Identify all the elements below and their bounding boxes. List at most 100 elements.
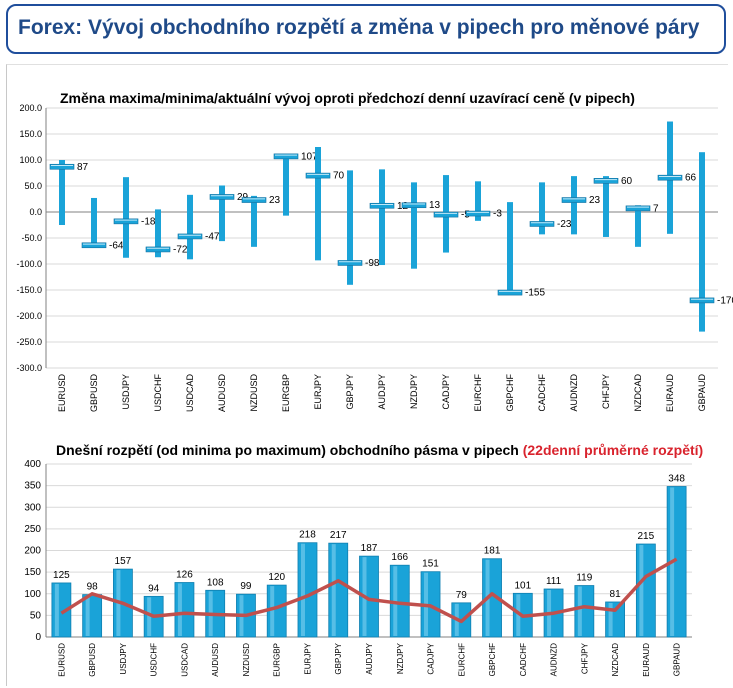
chart2-bar-highlight: [54, 583, 59, 636]
chart2-data-label: 157: [115, 556, 132, 567]
chart1-current-marker: [209, 194, 235, 200]
chart1-x-label: NZDCAD: [633, 374, 643, 412]
chart2-x-label: NZDJPY: [396, 642, 405, 674]
chart2-bar: [635, 543, 656, 638]
chart2-bar-highlight: [300, 543, 305, 636]
chart1-current-marker: [145, 246, 171, 253]
chart1-x-label: GBPUSD: [89, 374, 99, 413]
chart2-x-label: CHFJPY: [580, 642, 589, 674]
chart1-data-label: 87: [77, 162, 89, 173]
chart2-x-label: GBPJPY: [334, 642, 343, 674]
chart2-data-label: 126: [176, 570, 193, 581]
chart2-x-label: EURJPY: [303, 642, 312, 674]
chart1-x-label: AUDUSD: [217, 374, 227, 413]
chart1-current-marker: [241, 197, 267, 203]
chart1-current-marker: [529, 221, 555, 227]
chart1-data-label: -72: [173, 244, 188, 255]
chart1-x-label: EURJPY: [313, 374, 323, 410]
chart1-x-label: GBPJPY: [345, 374, 355, 410]
chart2-x-label: GBPUSD: [88, 643, 97, 677]
chart2-bar: [82, 594, 103, 638]
header-box: Forex: Vývoj obchodního rozpětí a změna …: [6, 4, 726, 54]
chart2-data-label: 215: [638, 531, 655, 542]
chart1-ytick-label: -200.0: [16, 311, 42, 321]
chart2-bar-highlight: [577, 586, 582, 636]
chart1-data-label: 60: [621, 176, 633, 187]
chart1-x-label: USDCAD: [185, 374, 195, 413]
chart1-current-marker: [273, 153, 299, 160]
chart2-ytick-label: 350: [24, 481, 41, 492]
chart2-data-label: 166: [391, 552, 408, 563]
chart1-current-marker: [689, 297, 715, 304]
chart1-ytick-label: 0.0: [29, 207, 42, 217]
chart2-data-label: 348: [668, 473, 685, 484]
chart2-data-label: 187: [361, 543, 378, 554]
chart2-x-label: USDCHF: [150, 643, 159, 676]
chart2-ytick-label: 200: [24, 546, 41, 557]
chart1-data-label: 23: [589, 195, 601, 206]
chart1-data-label: -3: [493, 209, 502, 220]
chart1-data-label: -18: [141, 216, 156, 227]
chart2-data-label: 94: [148, 583, 160, 594]
chart1-current-marker: [81, 242, 107, 249]
chart2-x-label: GBPCHF: [488, 643, 497, 676]
chart1-range-bar: [507, 202, 513, 295]
chart1-x-label: EURAUD: [665, 374, 675, 413]
chart2-x-label: NZDUSD: [242, 643, 251, 677]
chart1-x-label: USDJPY: [121, 374, 131, 410]
chart1-current-marker: [369, 202, 395, 209]
chart2-x-label: USDCAD: [180, 643, 189, 677]
chart2-bar: [328, 542, 349, 638]
chart2-x-label: EURUSD: [57, 643, 66, 677]
chart2-x-label: CADJPY: [427, 642, 436, 674]
chart2-x-label: AUDNZD: [550, 643, 559, 677]
chart1-x-label: EURGBP: [281, 374, 291, 412]
chart1-data-label: 70: [333, 171, 345, 182]
chart1-data-label: -23: [557, 219, 572, 230]
chart2-data-label: 217: [330, 530, 347, 541]
charts-panel: [6, 64, 728, 686]
chart2-bar-highlight: [516, 594, 521, 636]
chart1-range-bar: [347, 170, 353, 285]
chart1-data-label: 107: [301, 151, 318, 162]
chart1-range-bar: [123, 177, 129, 258]
chart1-current-marker: [625, 205, 651, 212]
chart1-x-label: USDCHF: [153, 373, 163, 411]
chart2-bar: [605, 601, 625, 638]
chart1-ytick-label: -300.0: [16, 363, 42, 373]
chart1-range-bar: [251, 195, 257, 247]
chart1-ytick-label: 200.0: [19, 103, 42, 113]
chart2-x-label: USDJPY: [119, 642, 128, 674]
chart1-range-bar: [635, 205, 641, 247]
chart2-data-label: 99: [240, 581, 252, 592]
chart1-x-label: CADCHF: [537, 373, 547, 411]
chart2-bar-highlight: [147, 597, 152, 636]
chart1-range-bar: [283, 155, 289, 216]
chart2-ytick-label: 400: [24, 459, 41, 470]
chart2-data-label: 151: [422, 559, 439, 570]
chart2-bar-highlight: [639, 545, 644, 636]
chart2-ytick-label: 0: [35, 632, 41, 643]
chart1-ytick-label: 150.0: [19, 129, 42, 139]
chart1-range-bar: [699, 152, 705, 332]
chart1-current-marker: [49, 163, 75, 170]
chart1-range-bar: [187, 194, 193, 260]
chart2-bar-highlight: [270, 586, 275, 636]
chart1-data-label: 13: [429, 200, 441, 211]
chart1-x-label: NZDJPY: [409, 374, 419, 409]
chart1-data-label: -98: [365, 258, 380, 269]
chart1-range-bar: [411, 182, 417, 269]
page-title: Forex: Vývoj obchodního rozpětí a změna …: [18, 16, 700, 39]
chart1-current-marker: [561, 197, 587, 203]
chart1-x-label: NZDUSD: [249, 374, 259, 412]
chart1-range-bar: [539, 182, 545, 235]
chart2-bar-highlight: [331, 544, 336, 636]
chart1-x-label: CADJPY: [441, 374, 451, 410]
chart2-bar-highlight: [85, 595, 90, 636]
chart2-x-label: GBPAUD: [673, 643, 682, 676]
chart1-data-label: -5: [461, 210, 470, 221]
chart1-range-bar: [475, 181, 481, 221]
chart2-x-label: AUDUSD: [211, 643, 220, 677]
chart2-ytick-label: 250: [24, 524, 41, 535]
